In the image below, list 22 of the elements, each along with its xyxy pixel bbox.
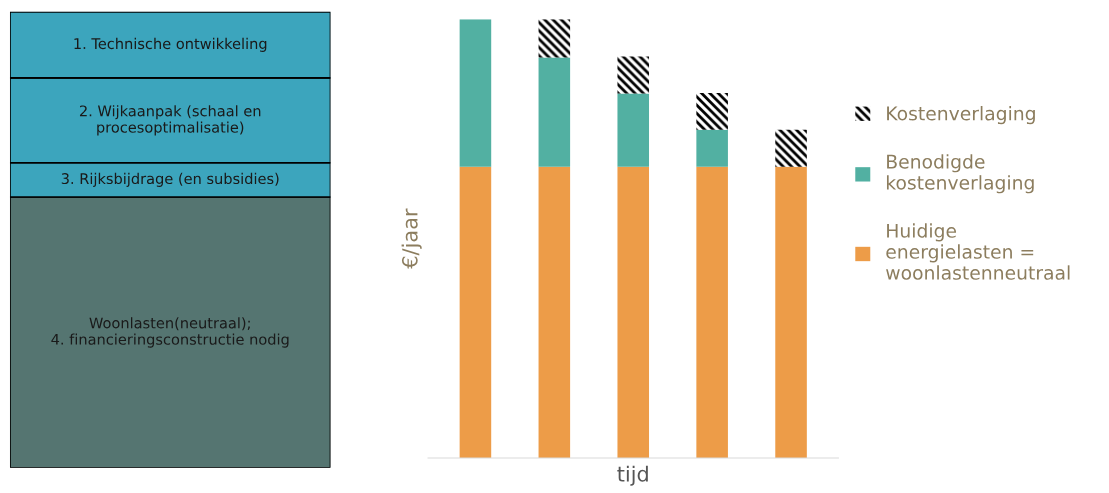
bar — [538, 166, 571, 458]
bar — [775, 129, 807, 167]
bar — [696, 166, 728, 458]
bar — [696, 92, 728, 130]
legend-label: Kostenverlaging — [887, 106, 1035, 125]
bar — [617, 93, 650, 167]
bar — [696, 129, 728, 167]
x-axis-title: tijd — [617, 465, 648, 486]
bar — [459, 19, 492, 167]
bar — [617, 56, 650, 94]
legend-label: Benodigde kostenverlaging — [886, 154, 1034, 194]
series-label: Woonlasten(neutraal); 4. financieringsconstructie nodig — [51, 317, 289, 348]
bar — [617, 166, 650, 458]
bar — [459, 166, 492, 458]
bar — [538, 19, 571, 58]
series-label: 2. Wijkaanpak (schaal en procesoptimalisatie) — [79, 105, 261, 136]
series-label: 1. Technische ontwikkeling — [74, 37, 267, 52]
legend-label: Huidige energielasten = woonlastenneutraal — [886, 223, 1070, 280]
y-axis-title: €/jaar — [401, 208, 422, 269]
bar — [538, 57, 571, 167]
bar — [775, 166, 807, 458]
series-label: 3. Rijksbijdrage (en subsidies) — [61, 172, 279, 187]
